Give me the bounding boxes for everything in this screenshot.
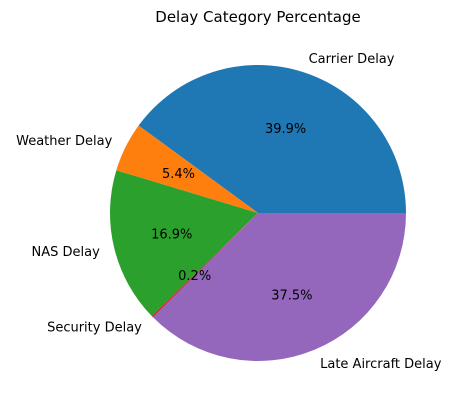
percent-label: 16.9% (151, 228, 192, 243)
pie-slice-carrier-delay (138, 64, 406, 214)
category-label: Weather Delay (16, 134, 112, 149)
percent-labels: 39.9% 5.4% 16.9% 0.2% 37.5% (151, 122, 312, 303)
percent-label: 0.2% (178, 269, 211, 284)
category-label: Carrier Delay (309, 52, 395, 67)
chart-title: Delay Category Percentage (155, 8, 360, 26)
category-label: Late Aircraft Delay (320, 357, 442, 372)
category-label: Security Delay (47, 321, 142, 336)
pie-slice-weather-delay (116, 125, 258, 213)
percent-label: 5.4% (162, 167, 195, 182)
percent-label: 37.5% (271, 289, 312, 304)
pie-slice-late-aircraft-delay (153, 213, 406, 361)
percent-label: 39.9% (265, 122, 306, 137)
category-labels: Carrier Delay Weather Delay NAS Delay Secur… (16, 52, 442, 372)
pie-slice-nas-delay (109, 170, 258, 317)
pie-slice-security-delay (151, 213, 258, 318)
category-label: NAS Delay (32, 245, 101, 260)
pie-slices (109, 64, 406, 361)
